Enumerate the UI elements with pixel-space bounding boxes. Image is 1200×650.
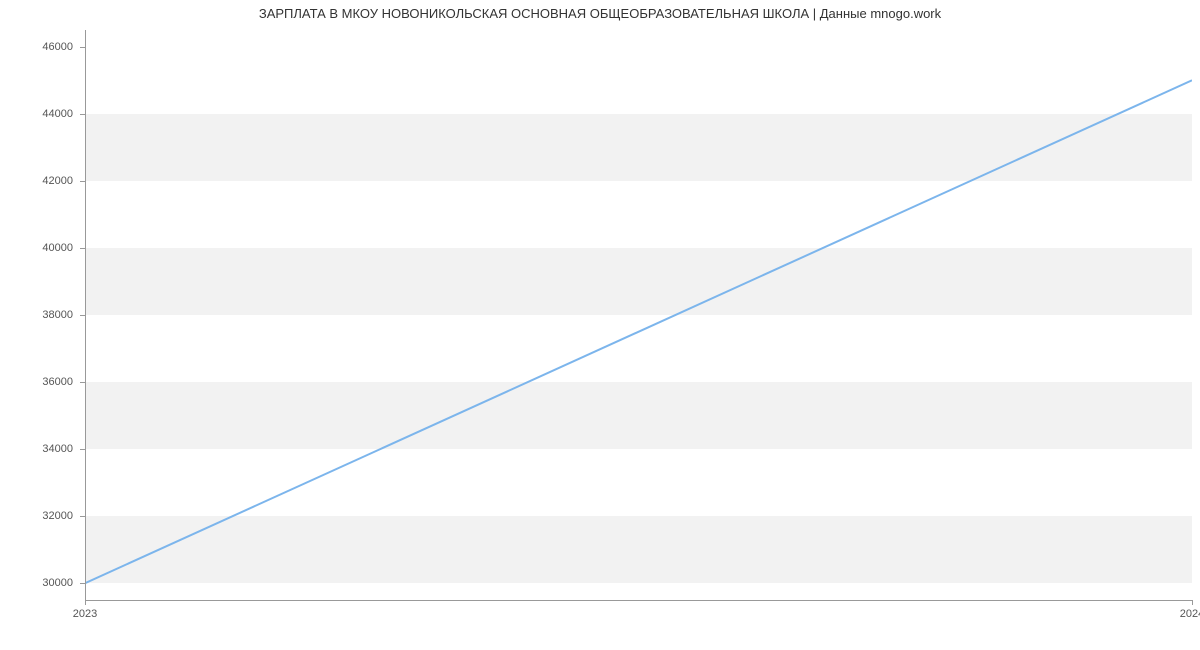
x-tick-label: 2023 bbox=[73, 608, 97, 620]
y-tick-label: 32000 bbox=[0, 510, 73, 522]
series-salary bbox=[85, 80, 1192, 583]
y-tick-label: 46000 bbox=[0, 41, 73, 53]
y-axis-line bbox=[85, 30, 86, 600]
y-tick-label: 42000 bbox=[0, 175, 73, 187]
x-tick-mark bbox=[1192, 600, 1193, 605]
line-series-svg bbox=[85, 30, 1192, 600]
salary-line-chart: ЗАРПЛАТА В МКОУ НОВОНИКОЛЬСКАЯ ОСНОВНАЯ … bbox=[0, 0, 1200, 650]
y-tick-label: 30000 bbox=[0, 577, 73, 589]
y-tick-label: 44000 bbox=[0, 108, 73, 120]
x-tick-label: 2024 bbox=[1180, 608, 1200, 620]
y-tick-label: 36000 bbox=[0, 376, 73, 388]
chart-title: ЗАРПЛАТА В МКОУ НОВОНИКОЛЬСКАЯ ОСНОВНАЯ … bbox=[0, 6, 1200, 21]
y-tick-label: 34000 bbox=[0, 443, 73, 455]
plot-area bbox=[85, 30, 1192, 600]
y-tick-label: 40000 bbox=[0, 242, 73, 254]
y-tick-label: 38000 bbox=[0, 309, 73, 321]
x-axis-line bbox=[85, 600, 1192, 601]
